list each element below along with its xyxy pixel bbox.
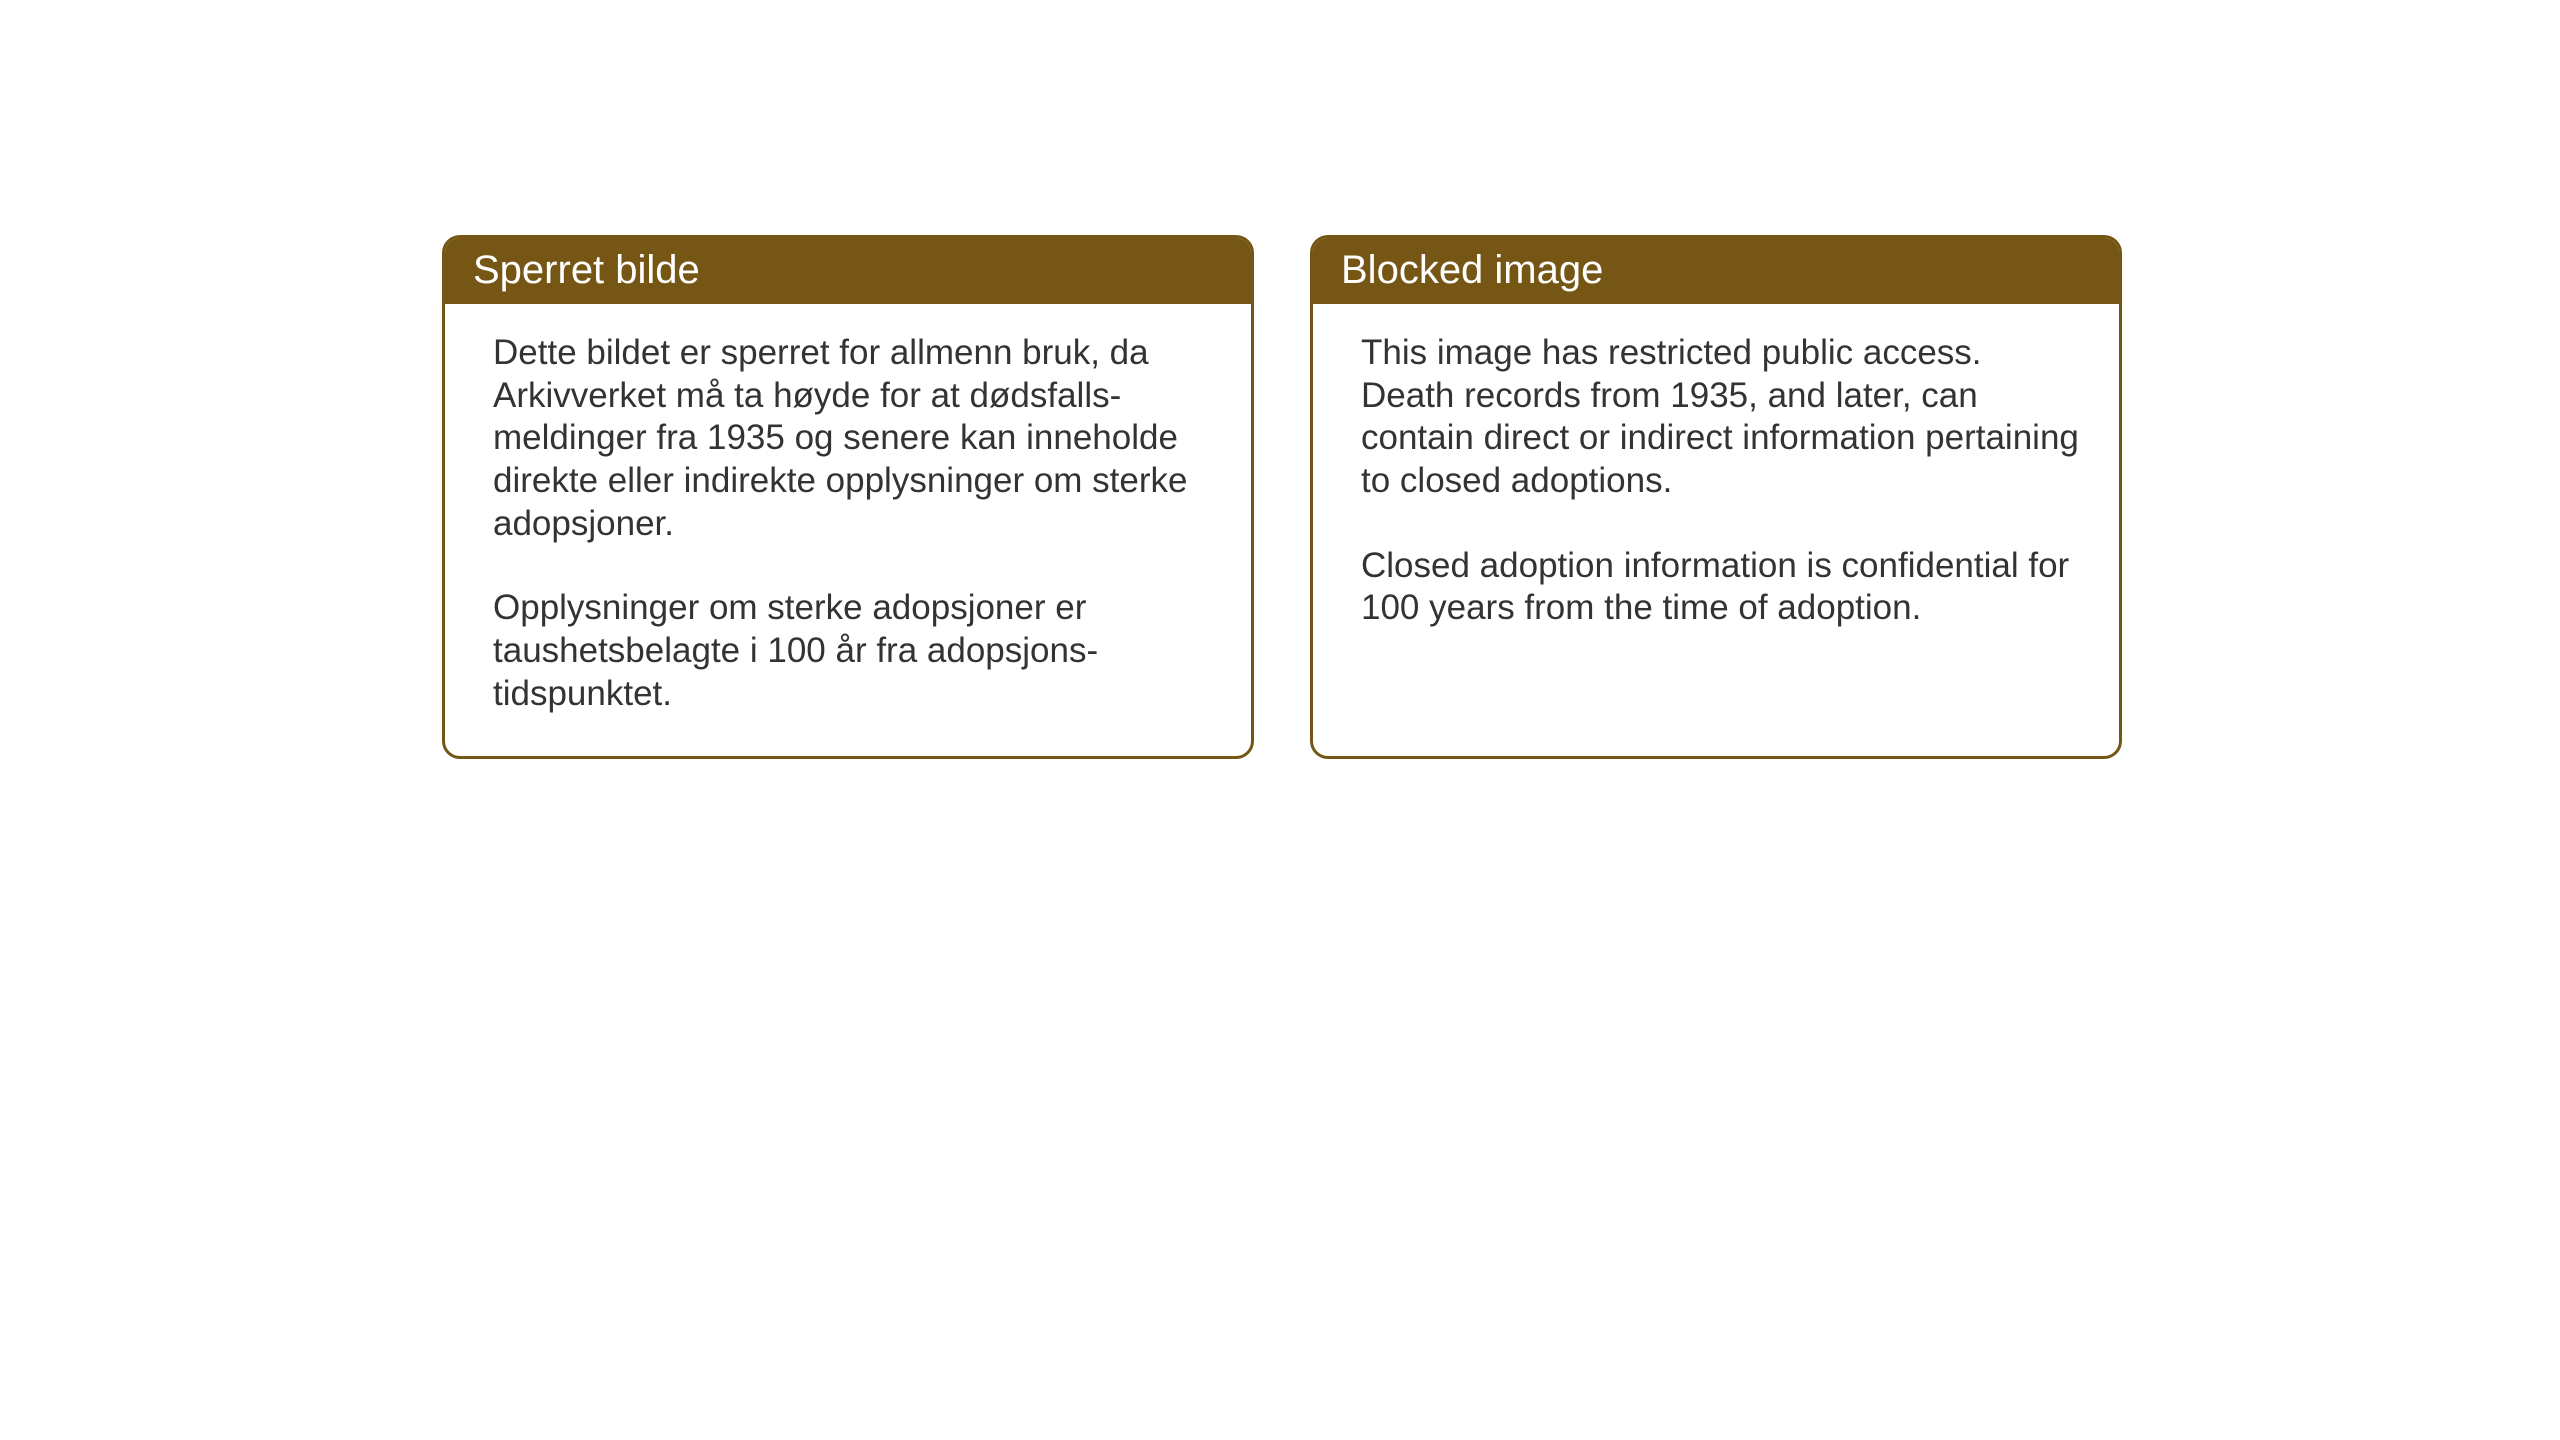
card-title: Sperret bilde bbox=[473, 248, 700, 292]
card-title: Blocked image bbox=[1341, 248, 1603, 292]
notice-card-english: Blocked image This image has restricted … bbox=[1310, 235, 2122, 759]
card-header-english: Blocked image bbox=[1313, 238, 2119, 304]
notice-card-norwegian: Sperret bilde Dette bildet er sperret fo… bbox=[442, 235, 1254, 759]
notice-container: Sperret bilde Dette bildet er sperret fo… bbox=[442, 235, 2122, 759]
card-paragraph: This image has restricted public access.… bbox=[1361, 332, 2081, 503]
card-body-norwegian: Dette bildet er sperret for allmenn bruk… bbox=[445, 304, 1251, 756]
card-paragraph: Opplysninger om sterke adopsjoner er tau… bbox=[493, 587, 1213, 715]
card-paragraph: Closed adoption information is confident… bbox=[1361, 545, 2081, 630]
card-header-norwegian: Sperret bilde bbox=[445, 238, 1251, 304]
card-paragraph: Dette bildet er sperret for allmenn bruk… bbox=[493, 332, 1213, 545]
card-body-english: This image has restricted public access.… bbox=[1313, 304, 2119, 670]
